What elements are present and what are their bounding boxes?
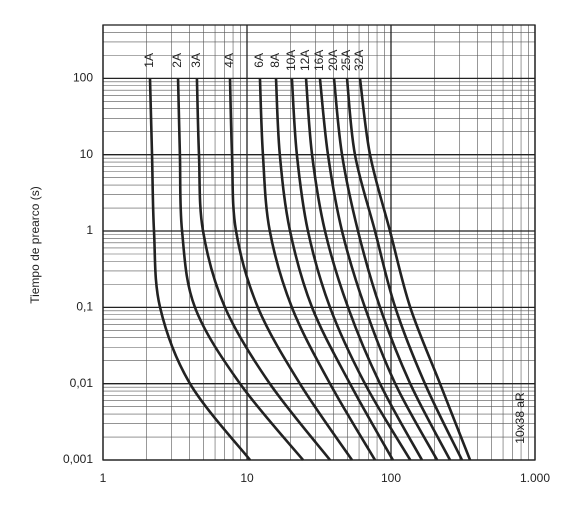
y-tick-label: 1 (86, 223, 93, 237)
curve-label: 8A (268, 53, 282, 68)
y-tick-label: 100 (73, 71, 93, 85)
curve (274, 78, 394, 461)
curve-label: 32A (352, 50, 366, 71)
curve-label: 4A (222, 53, 236, 68)
curve (318, 78, 439, 461)
grid (102, 25, 536, 461)
curve-label: 12A (298, 50, 312, 71)
x-tick-label: 1.000 (520, 471, 550, 485)
curve-label: 25A (339, 50, 353, 71)
x-tick-label: 10 (240, 471, 254, 485)
curve (304, 78, 424, 461)
curve (345, 78, 464, 461)
curve-label: 3A (189, 53, 203, 68)
curve (148, 78, 252, 461)
y-tick-label: 0,1 (76, 300, 93, 314)
curve-label: 2A (170, 53, 184, 68)
curve-label: 6A (252, 53, 266, 68)
curve (176, 78, 305, 461)
curve-label: 20A (326, 50, 340, 71)
y-tick-label: 0,01 (70, 376, 94, 390)
y-axis-label: Tiempo de prearco (s) (28, 186, 42, 304)
x-tick-label: 100 (381, 471, 401, 485)
y-tick-label: 0,001 (63, 452, 93, 466)
annotation: 10x38 aR (513, 392, 527, 444)
curve (195, 78, 332, 461)
y-tick-label: 10 (80, 147, 94, 161)
x-tick-label: 1 (100, 471, 107, 485)
curve (358, 78, 472, 461)
curve (332, 78, 452, 461)
curve (228, 78, 354, 461)
curve-label: 1A (142, 53, 156, 68)
plot-frame (102, 24, 536, 461)
curve (290, 78, 412, 461)
curve-label: 10A (284, 50, 298, 71)
curve-label: 16A (312, 50, 326, 71)
curve (258, 78, 377, 461)
